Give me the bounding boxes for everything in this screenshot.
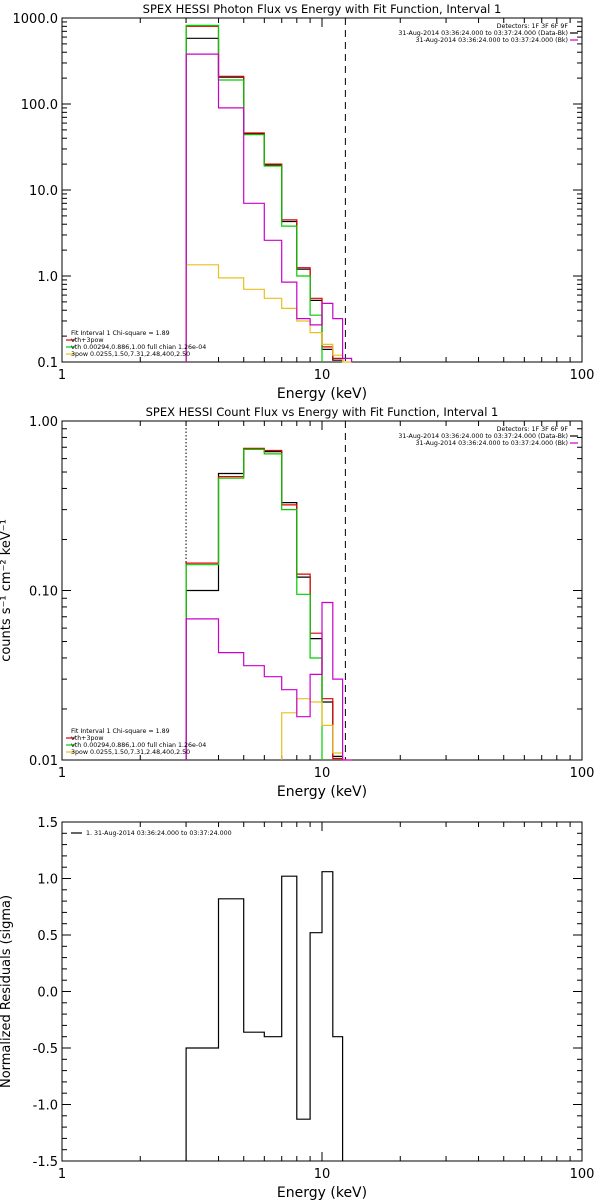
y-tick-label: 0.5 — [37, 929, 58, 944]
series-line-3 — [185, 448, 323, 760]
y-tick-label: -1.0 — [33, 1099, 58, 1114]
legend-entry: 1. 31-Aug-2014 03:36:24.000 to 03:37:24.… — [86, 830, 232, 837]
legend-entry: 31-Aug-2014 03:36:24.000 to 03:37:24.000… — [415, 440, 568, 447]
y-tick-label: 0.1 — [37, 356, 58, 371]
legend-entry: Detectors: 1F 3F 6F 9F — [497, 426, 569, 433]
legend-entry: 31-Aug-2014 03:36:24.000 to 03:37:24.000… — [398, 433, 568, 440]
x-tick-label: 1 — [58, 766, 66, 781]
y-tick-label: 1.0 — [37, 873, 58, 888]
chart-title: SPEX HESSI Count Flux vs Energy with Fit… — [146, 405, 499, 419]
y-tick-label: 0.10 — [29, 585, 58, 600]
legend-entry: 31-Aug-2014 03:36:24.000 to 03:37:24.000… — [415, 37, 568, 44]
chart-3: 1 10 100 -1.5 -1.0 -0.5 0.0 0.5 1.0 1.5 Energy (ke… — [0, 816, 594, 1200]
x-tick-label: 100 — [570, 1167, 595, 1182]
y-axis-label: Normalized Residuals (sigma) — [0, 895, 14, 1088]
x-axis-label: Energy (keV) — [277, 386, 367, 402]
series-line-3 — [185, 24, 323, 362]
y-tick-label: 1000.0 — [13, 12, 59, 27]
x-tick-label: 10 — [314, 368, 331, 383]
x-tick-label: 100 — [570, 766, 595, 781]
x-axis-label: Energy (keV) — [277, 1185, 367, 1200]
chart-1: SPEX HESSI Photon Flux vs Energy with Fi… — [13, 2, 595, 402]
legend-entry: vth 0.00294,0.886,1.00 full chian 1.26e-… — [71, 742, 206, 749]
legend-entry: Detectors: 1F 3F 6F 9F — [497, 23, 569, 30]
series-line-2 — [185, 25, 344, 362]
legend-entry: 3pow 0.0255,1.50,7.31,2.48,400,2.50 — [71, 749, 190, 756]
series-line-5 — [185, 53, 353, 362]
legend-entry: 3pow 0.0255,1.50,7.31,2.48,400,2.50 — [71, 351, 190, 358]
legend-entry: Fit Interval 1 Chi-square = 1.89 — [71, 728, 170, 735]
legend-entry: vth+3pow — [71, 735, 103, 742]
y-tick-label: 100.0 — [21, 98, 58, 113]
series-line-2 — [185, 447, 344, 760]
y-axis-label: counts s⁻¹ cm⁻² keV⁻¹ — [0, 519, 14, 662]
x-tick-label: 100 — [570, 368, 595, 383]
series-line-1 — [185, 871, 344, 1161]
x-tick-label: 1 — [58, 1167, 66, 1182]
y-tick-label: 0.01 — [29, 754, 58, 769]
x-tick-label: 1 — [58, 368, 66, 383]
x-tick-label: 10 — [314, 766, 331, 781]
legend-entry: 31-Aug-2014 03:36:24.000 to 03:37:24.000… — [398, 30, 568, 37]
y-tick-label: 1.00 — [29, 415, 58, 430]
y-tick-label: 1.0 — [37, 270, 58, 285]
series-line-1 — [185, 448, 344, 760]
legend-entry: vth+3pow — [71, 337, 103, 344]
x-tick-label: 10 — [314, 1167, 331, 1182]
legend-entry: Fit Interval 1 Chi-square = 1.89 — [71, 330, 170, 337]
series-line-1 — [185, 37, 344, 362]
y-tick-label: -0.5 — [33, 1042, 58, 1057]
y-tick-label: 10.0 — [29, 184, 58, 199]
y-tick-label: 0.0 — [37, 986, 58, 1001]
chart-2: SPEX HESSI Count Flux vs Energy with Fit… — [0, 405, 594, 800]
y-tick-label: 1.5 — [37, 816, 58, 831]
y-tick-label: -1.5 — [33, 1155, 58, 1170]
legend-entry: vth 0.00294,0.886,1.00 full chian 1.26e-… — [71, 344, 206, 351]
x-axis-label: Energy (keV) — [277, 784, 367, 800]
chart-title: SPEX HESSI Photon Flux vs Energy with Fi… — [143, 2, 502, 16]
series-line-5 — [185, 601, 352, 761]
series-line-4 — [281, 698, 352, 761]
